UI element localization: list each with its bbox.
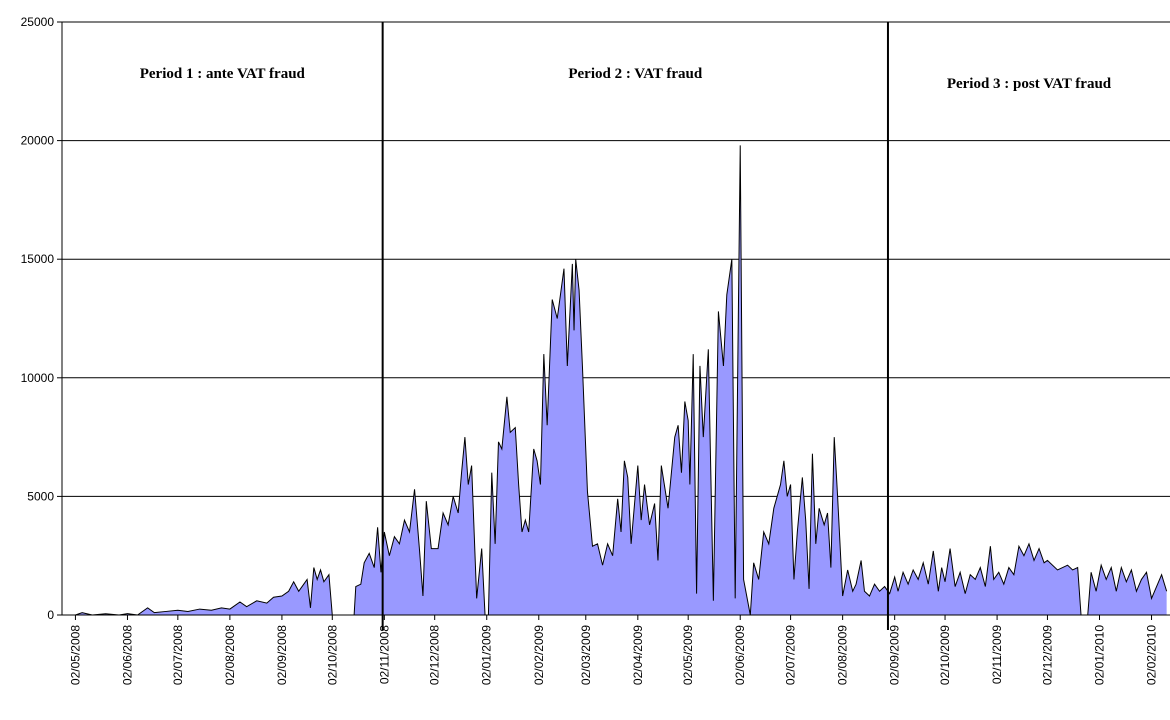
x-tick-label: 02/12/2009 [1040, 625, 1054, 685]
x-tick-label: 02/02/2010 [1145, 625, 1159, 685]
y-tick-label: 10000 [21, 371, 55, 385]
y-tick-label: 25000 [21, 15, 55, 29]
x-tick-label: 02/01/2009 [480, 625, 494, 685]
x-tick-label: 02/01/2010 [1092, 625, 1106, 685]
y-tick-label: 0 [47, 608, 54, 622]
x-tick-label: 02/09/2009 [888, 625, 902, 685]
area [75, 145, 1167, 615]
y-tick-label: 5000 [27, 489, 54, 503]
x-tick-label: 02/06/2008 [120, 625, 134, 685]
x-tick-label: 02/12/2008 [428, 625, 442, 685]
x-tick-label: 02/02/2009 [532, 625, 546, 685]
x-tick-label: 02/10/2008 [325, 625, 339, 685]
x-tick-label: 02/11/2009 [990, 625, 1004, 684]
x-tick-label: 02/06/2009 [733, 625, 747, 685]
x-tick-label: 02/08/2008 [223, 625, 237, 685]
x-tick-label: 02/08/2009 [836, 625, 850, 685]
period-label: Period 3 : post VAT fraud [947, 76, 1112, 92]
x-tick-label: 02/05/2008 [68, 625, 82, 685]
x-tick-label: 02/09/2008 [275, 625, 289, 685]
period-label: Period 2 : VAT fraud [568, 66, 703, 82]
area-line [75, 145, 1168, 616]
period-label: Period 1 : ante VAT fraud [140, 66, 306, 82]
x-tick-label: 02/03/2009 [579, 625, 593, 685]
x-tick-label: 02/05/2009 [681, 625, 695, 685]
x-tick-label: 02/07/2008 [171, 625, 185, 685]
x-tick-label: 02/07/2009 [784, 625, 798, 685]
x-tick-label: 02/11/2008 [377, 625, 391, 684]
y-tick-label: 20000 [21, 134, 55, 148]
y-tick-label: 15000 [21, 252, 55, 266]
x-tick-label: 02/04/2009 [631, 625, 645, 685]
x-tick-label: 02/10/2009 [938, 625, 952, 685]
